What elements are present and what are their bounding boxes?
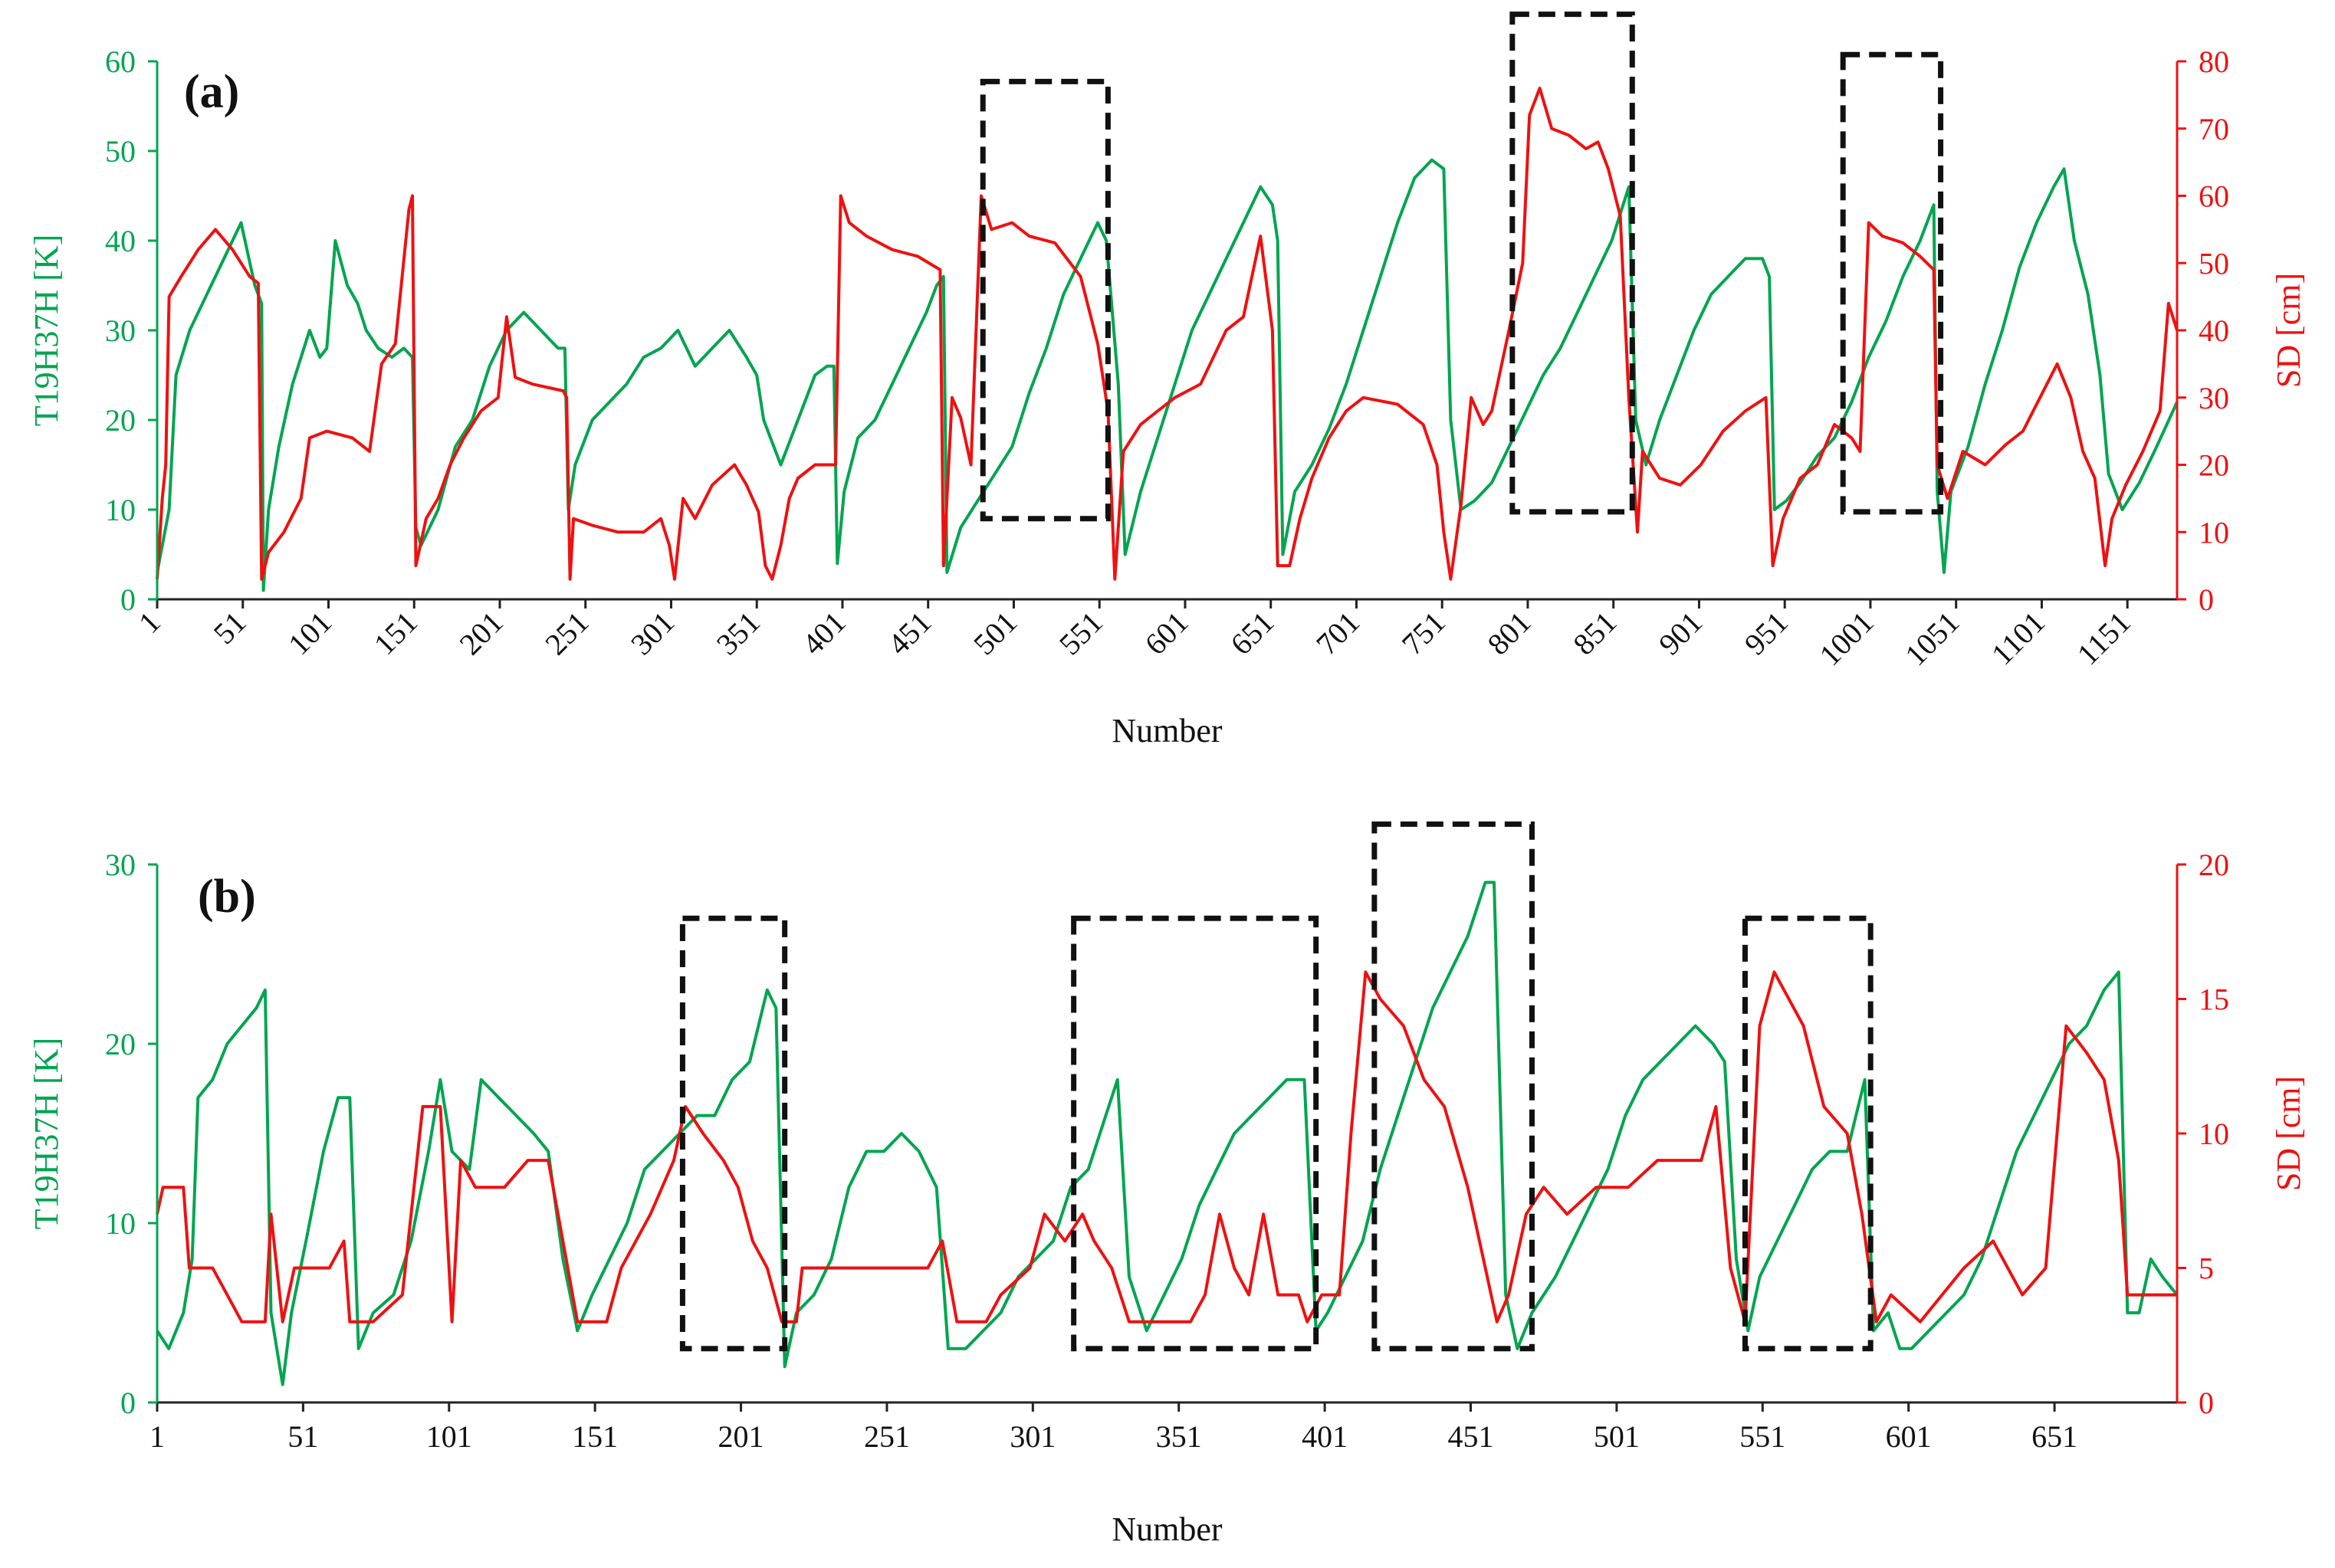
x-tick-label: 301 xyxy=(1010,1419,1056,1454)
left-y-axis-label: T19H37H [K] xyxy=(28,235,65,427)
right-y-tick-label: 10 xyxy=(2199,1117,2229,1151)
highlight-box xyxy=(679,915,788,1352)
x-tick-label: 501 xyxy=(1594,1419,1640,1454)
x-tick-label: 601 xyxy=(1138,605,1195,661)
x-tick-label: 1101 xyxy=(1985,605,2051,671)
x-tick-label: 401 xyxy=(796,605,852,661)
x-tick-label: 451 xyxy=(1448,1419,1494,1454)
x-tick-label: 1051 xyxy=(1898,605,1966,672)
right-y-tick-label: 80 xyxy=(2199,44,2229,79)
left-y-tick-label: 60 xyxy=(105,44,136,79)
right-y-tick-label: 10 xyxy=(2199,515,2229,549)
panel-label: (b) xyxy=(198,871,256,923)
x-tick-label: 551 xyxy=(1739,1419,1785,1454)
panel-a: 1 51 101 151 201 251 301 351 401 451 501 551 601 651 7… xyxy=(28,11,2307,750)
x-tick-label: 1151 xyxy=(2071,605,2137,671)
x-tick-label: 951 xyxy=(1738,605,1795,661)
right-y-tick-label: 60 xyxy=(2199,179,2229,214)
right-y-tick-label: 40 xyxy=(2199,313,2229,348)
x-tick-label: 201 xyxy=(718,1419,764,1454)
x-axis-label: Number xyxy=(1112,712,1223,750)
highlight-box xyxy=(1371,821,1535,1352)
right-y-axis-label: SD [cm] xyxy=(2270,1076,2307,1191)
x-tick-label: 351 xyxy=(1156,1419,1202,1454)
left-y-axis-label: T19H37H [K] xyxy=(28,1038,65,1230)
series-line-sd xyxy=(156,970,2177,1324)
x-tick-label: 451 xyxy=(881,605,938,661)
x-tick-label: 251 xyxy=(538,605,595,661)
right-y-tick-label: 30 xyxy=(2199,381,2229,415)
x-tick-label: 301 xyxy=(624,605,681,661)
left-y-tick-label: 0 xyxy=(120,1386,136,1420)
x-tick-label: 51 xyxy=(206,605,252,651)
left-y-tick-label: 0 xyxy=(120,582,136,617)
x-tick-label: 651 xyxy=(2031,1419,2077,1454)
x-tick-label: 51 xyxy=(287,1419,318,1454)
highlight-box xyxy=(980,78,1111,522)
right-y-tick-label: 0 xyxy=(2199,1386,2214,1420)
x-tick-label: 201 xyxy=(453,605,510,661)
left-y-tick-label: 20 xyxy=(105,1027,136,1061)
left-y-tick-label: 50 xyxy=(105,134,136,169)
left-y-tick-label: 30 xyxy=(105,848,136,882)
highlight-box xyxy=(1840,51,1944,515)
x-tick-label: 501 xyxy=(967,605,1023,661)
x-tick-label: 251 xyxy=(864,1419,910,1454)
x-tick-label: 151 xyxy=(572,1419,618,1454)
right-y-tick-label: 50 xyxy=(2199,246,2229,280)
x-tick-label: 551 xyxy=(1053,605,1109,661)
x-axis-label: Number xyxy=(1112,1511,1223,1548)
x-tick-label: 651 xyxy=(1223,605,1280,661)
right-y-tick-label: 0 xyxy=(2199,582,2214,617)
x-tick-label: 851 xyxy=(1566,605,1623,661)
panel-label: (a) xyxy=(184,66,239,118)
right-y-tick-label: 5 xyxy=(2199,1251,2214,1286)
x-tick-label: 101 xyxy=(426,1419,472,1454)
x-tick-label: 601 xyxy=(1886,1419,1932,1454)
x-tick-label: 151 xyxy=(367,605,424,661)
x-tick-label: 1 xyxy=(132,605,167,640)
left-y-tick-label: 30 xyxy=(105,313,136,348)
series-line-t19h37h xyxy=(156,158,2179,592)
x-tick-label: 901 xyxy=(1652,605,1709,661)
x-tick-label: 101 xyxy=(281,605,338,661)
highlight-box xyxy=(1071,915,1319,1352)
left-y-tick-label: 10 xyxy=(105,1206,136,1241)
highlight-box xyxy=(1742,915,1874,1352)
x-tick-label: 351 xyxy=(710,605,767,661)
x-tick-label: 701 xyxy=(1309,605,1366,661)
x-tick-label: 1001 xyxy=(1812,605,1880,672)
left-y-tick-label: 10 xyxy=(105,493,136,527)
right-y-tick-label: 15 xyxy=(2199,982,2229,1017)
right-y-tick-label: 20 xyxy=(2199,848,2229,882)
x-tick-label: 751 xyxy=(1395,605,1452,661)
x-tick-label: 401 xyxy=(1302,1419,1348,1454)
highlight-box xyxy=(1509,11,1635,515)
right-y-axis-label: SD [cm] xyxy=(2270,273,2307,388)
series-line-sd xyxy=(156,87,2179,581)
x-tick-label: 1 xyxy=(149,1419,165,1454)
right-y-tick-label: 20 xyxy=(2199,448,2229,483)
panel-b: 1 51 101 151 201 251 301 351 401 451 501 551 601 6510… xyxy=(28,821,2307,1548)
left-y-tick-label: 40 xyxy=(105,224,136,258)
x-tick-label: 801 xyxy=(1481,605,1538,661)
right-y-tick-label: 70 xyxy=(2199,112,2229,146)
series-line-t19h37h xyxy=(156,881,2179,1386)
left-y-tick-label: 20 xyxy=(105,403,136,438)
